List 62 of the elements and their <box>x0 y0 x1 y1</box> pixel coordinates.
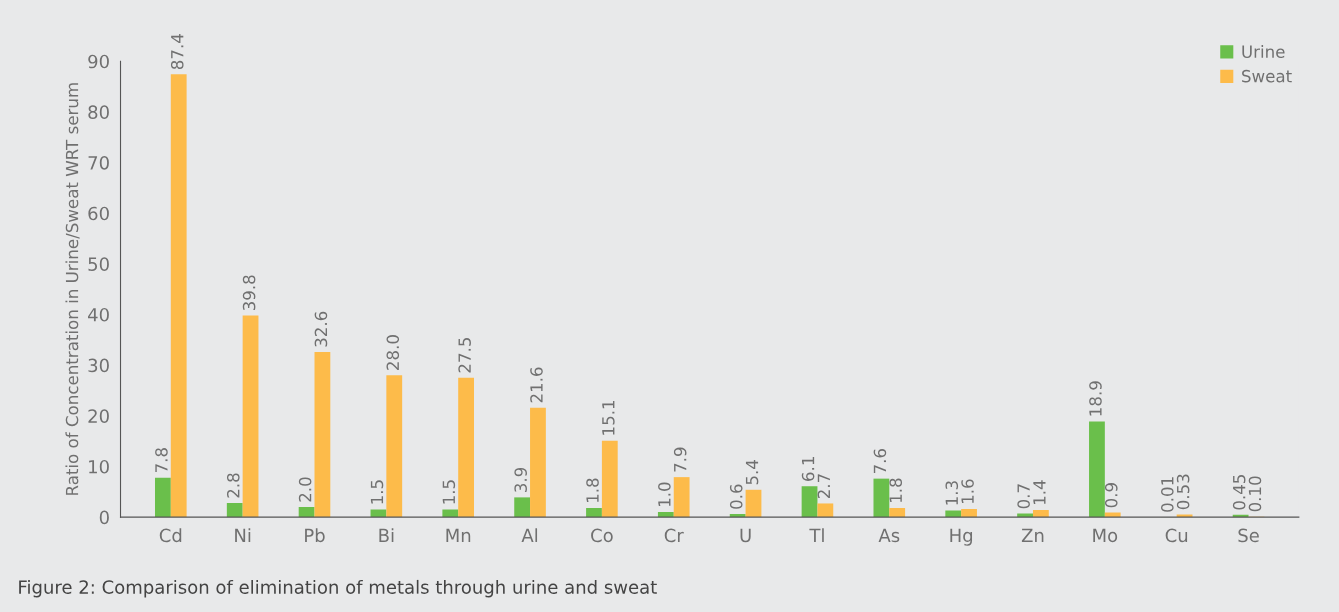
data-label: 1.5 <box>370 480 384 504</box>
data-label: 7.9 <box>673 447 687 472</box>
data-label: 87.4 <box>170 34 184 70</box>
x-tick-label: U <box>740 528 751 543</box>
data-label: 0.7 <box>1017 484 1030 509</box>
data-label: 1.5 <box>442 480 456 504</box>
data-label: 0.53 <box>1176 474 1190 510</box>
data-label: 15.1 <box>602 400 615 435</box>
legend-label: Urine <box>1242 45 1285 58</box>
data-label: 2.8 <box>226 473 240 498</box>
x-tick-label: Cr <box>664 528 684 543</box>
x-tick-label: As <box>878 528 900 543</box>
y-tick-label: 30 <box>88 358 109 373</box>
x-tick-label: Pb <box>305 528 325 543</box>
x-tick-label: Al <box>521 528 538 542</box>
data-label: 2.7 <box>817 474 830 499</box>
caption: Figure 2: Comparison of elimination of metals through urine and sweat <box>19 579 657 598</box>
y-tick-label: 40 <box>88 307 109 322</box>
data-label: 1.0 <box>658 482 671 507</box>
data-label: 21.6 <box>530 367 543 403</box>
y-axis-title: Ratio of Concentration in Urine/Sweat WRT serum <box>65 83 80 495</box>
x-tick-label: Se <box>1238 528 1259 543</box>
data-label: 28.0 <box>386 335 400 370</box>
y-tick-label: 80 <box>88 105 109 119</box>
x-tick-label: Co <box>591 528 613 543</box>
y-tick-label: 0 <box>99 510 109 525</box>
x-tick-label: Mo <box>1093 528 1118 543</box>
data-label: 1.3 <box>945 481 959 505</box>
data-label: 1.6 <box>961 479 974 504</box>
data-label: 1.8 <box>586 478 599 503</box>
x-tick-label: Ni <box>235 528 251 542</box>
y-tick-label: 90 <box>88 54 109 69</box>
data-label: 18.9 <box>1089 381 1102 416</box>
data-label: 5.4 <box>745 460 759 485</box>
x-tick-label: Tl <box>809 528 824 542</box>
data-label: 0.01 <box>1161 477 1174 512</box>
data-label: 39.8 <box>242 275 256 311</box>
data-label: 27.5 <box>458 338 471 373</box>
data-label: 32.6 <box>314 311 328 347</box>
x-tick-label: Cu <box>1165 528 1188 543</box>
x-tick-label: Bi <box>379 528 394 542</box>
x-tick-label: Mn <box>446 528 471 542</box>
y-tick-label: 20 <box>88 409 109 423</box>
x-tick-label: Hg <box>950 528 973 546</box>
data-label: 2.0 <box>298 477 312 502</box>
y-tick-label: 70 <box>88 155 109 170</box>
data-label: 3.9 <box>514 467 527 492</box>
data-label: 7.8 <box>155 448 168 473</box>
x-tick-label: Zn <box>1021 528 1044 542</box>
data-label: 7.6 <box>873 449 887 474</box>
data-label: 0.9 <box>1104 483 1118 508</box>
data-label: 0.45 <box>1232 475 1246 510</box>
y-tick-label: 50 <box>88 257 109 271</box>
y-tick-label: 10 <box>89 459 109 474</box>
data-label: 0.6 <box>729 484 743 509</box>
y-tick-label: 60 <box>88 206 109 221</box>
data-label: 0.10 <box>1248 476 1262 512</box>
data-label: 1.8 <box>889 478 903 503</box>
legend-label: Sweat <box>1242 69 1292 83</box>
data-label: 1.4 <box>1033 480 1046 505</box>
data-label: 6.1 <box>801 457 815 481</box>
x-tick-label: Cd <box>159 528 182 543</box>
